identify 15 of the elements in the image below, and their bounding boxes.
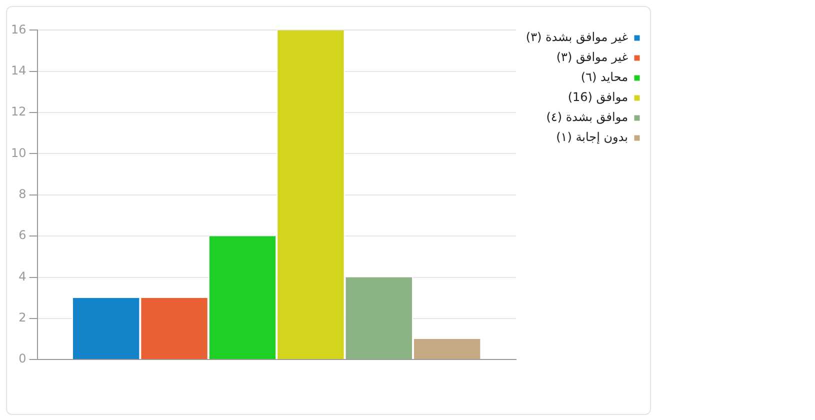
legend-label: موافق بشدة (٤) bbox=[546, 110, 628, 124]
y-tick-label: 14 bbox=[10, 64, 26, 78]
y-tick-label: 0 bbox=[18, 352, 26, 366]
legend-label: غير موافق (٣) bbox=[556, 50, 628, 64]
y-tick-label: 8 bbox=[18, 187, 26, 202]
legend-label: موافق (16) bbox=[568, 90, 628, 104]
legend-label: محايد (٦) bbox=[580, 70, 628, 84]
y-tick-label: 4 bbox=[18, 269, 26, 284]
y-tick-label: 10 bbox=[10, 146, 26, 160]
y-tick-label: 16 bbox=[10, 22, 26, 36]
legend-label: بدون إجابة (١) bbox=[556, 130, 628, 144]
y-tick-label: 6 bbox=[18, 228, 26, 242]
y-tick-label: 12 bbox=[10, 104, 26, 119]
legend-label: غير موافق بشدة (٣) bbox=[526, 30, 628, 44]
y-tick-label: 2 bbox=[18, 310, 26, 325]
